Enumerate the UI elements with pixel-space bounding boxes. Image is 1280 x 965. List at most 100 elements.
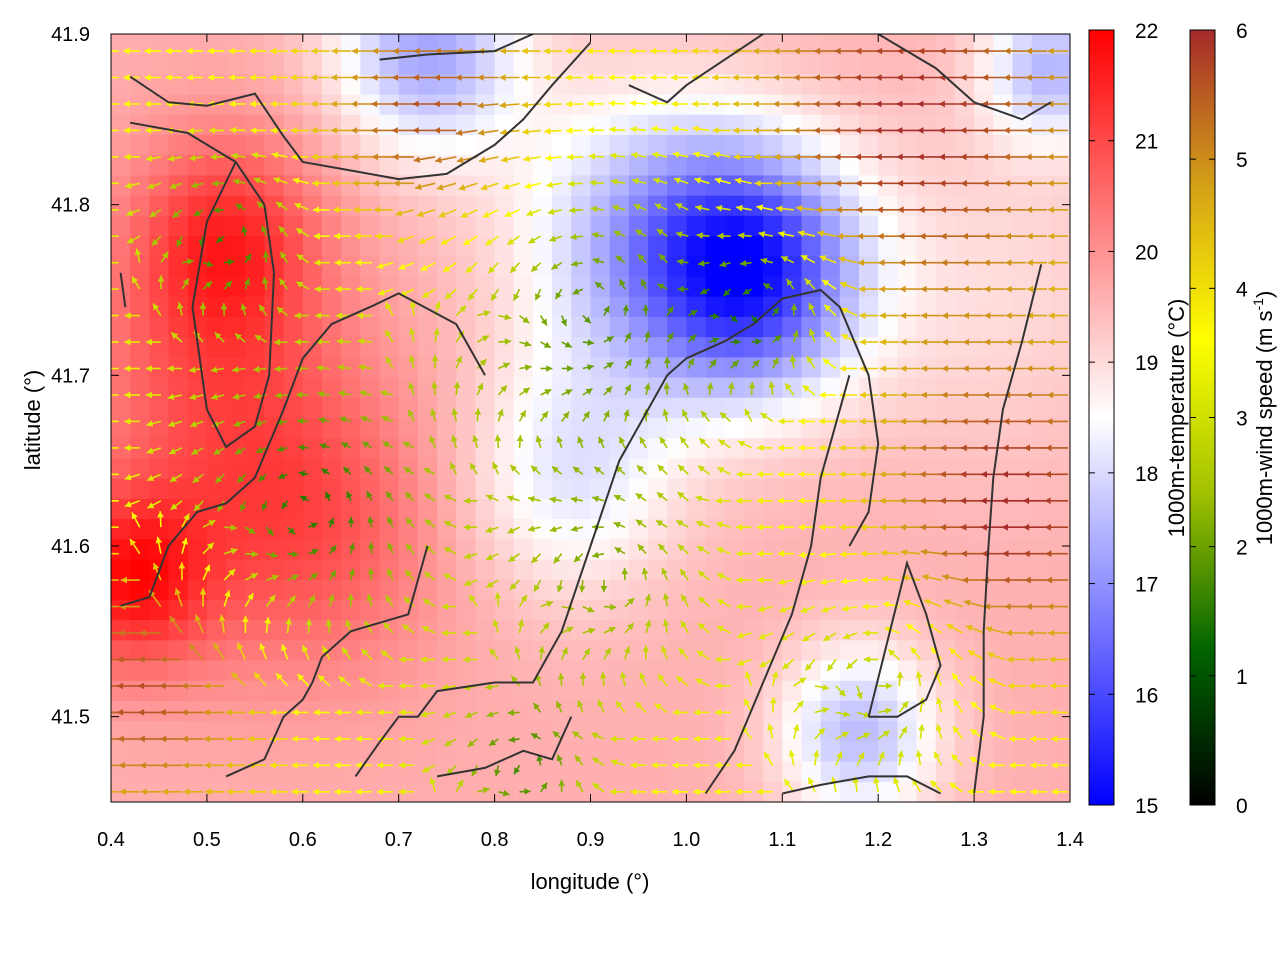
heat-cell	[840, 741, 860, 762]
heat-cell	[303, 519, 323, 540]
heat-cell	[897, 782, 917, 803]
heat-cell	[341, 236, 361, 257]
heat-cell	[130, 479, 150, 500]
heat-cell	[667, 155, 687, 176]
heat-cell	[955, 337, 975, 358]
heat-cell	[763, 54, 783, 75]
heat-cell	[341, 378, 361, 399]
heat-cell	[188, 54, 208, 75]
heat-cell	[149, 256, 169, 277]
heat-cell	[859, 600, 879, 621]
heat-cell	[149, 701, 169, 722]
heat-cell	[897, 337, 917, 358]
heat-cell	[169, 216, 189, 237]
heat-cell	[437, 721, 457, 742]
colorbar-tick-label: 2	[1236, 537, 1248, 560]
heat-cell	[341, 741, 361, 762]
heat-cell	[686, 620, 706, 641]
heat-cell	[169, 277, 189, 298]
heat-cell	[859, 559, 879, 580]
heat-cell	[955, 277, 975, 298]
heat-cell	[456, 135, 476, 156]
heat-cell	[475, 580, 495, 601]
heat-cell	[341, 95, 361, 116]
heat-cell	[111, 519, 131, 540]
heat-cell	[821, 559, 841, 580]
heat-cell	[226, 640, 246, 661]
heat-cell	[993, 54, 1013, 75]
heat-cell	[188, 398, 208, 419]
heat-cell	[514, 681, 534, 702]
heat-cell	[399, 620, 419, 641]
wind-arrow-head	[96, 683, 102, 690]
heat-cell	[974, 539, 994, 560]
heat-cell	[495, 559, 515, 580]
heat-cell	[782, 196, 802, 217]
heat-cell	[878, 277, 898, 298]
heat-cell	[648, 277, 668, 298]
heat-cell	[1051, 600, 1071, 621]
heat-cell	[475, 378, 495, 399]
heat-cell	[936, 580, 956, 601]
heat-cell	[475, 458, 495, 479]
heat-cell	[1032, 741, 1052, 762]
heat-cell	[917, 479, 937, 500]
heat-cell	[303, 741, 323, 762]
wind-arrow-head	[103, 365, 109, 372]
heat-cell	[897, 499, 917, 520]
heat-cell	[591, 95, 611, 116]
heat-cell	[188, 640, 208, 661]
heat-cell	[610, 580, 630, 601]
heat-cell	[207, 236, 227, 257]
heat-cell	[130, 256, 150, 277]
heat-cell	[821, 54, 841, 75]
heat-cell	[456, 479, 476, 500]
wind-arrow-head	[102, 497, 108, 504]
heat-cell	[380, 236, 400, 257]
heat-cell	[955, 54, 975, 75]
heat-cell	[169, 256, 189, 277]
heat-cell	[207, 54, 227, 75]
wind-arrow-head	[102, 127, 108, 134]
y-tick-label: 41.9	[51, 24, 90, 46]
heat-cell	[514, 458, 534, 479]
heat-cell	[149, 216, 169, 237]
heat-cell	[284, 175, 304, 196]
heat-cell	[226, 115, 246, 136]
heat-cell	[725, 398, 745, 419]
heat-cell	[552, 175, 572, 196]
heat-cell	[360, 175, 380, 196]
heat-cell	[1012, 54, 1032, 75]
heat-cell	[207, 600, 227, 621]
heat-cell	[245, 741, 265, 762]
heat-cell	[955, 681, 975, 702]
heat-cell	[418, 95, 438, 116]
heat-cell	[552, 398, 572, 419]
heat-cell	[111, 317, 131, 338]
heat-cell	[936, 196, 956, 217]
heat-cell	[725, 640, 745, 661]
heat-cell	[859, 782, 879, 803]
heat-cell	[303, 499, 323, 520]
heat-cell	[475, 216, 495, 237]
heat-cell	[226, 54, 246, 75]
heat-cell	[782, 54, 802, 75]
heat-cell	[744, 479, 764, 500]
heat-cell	[571, 721, 591, 742]
heat-cell	[264, 681, 284, 702]
heat-cell	[341, 155, 361, 176]
heat-cell	[399, 135, 419, 156]
heat-cell	[1032, 216, 1052, 237]
heat-cell	[514, 499, 534, 520]
heat-cell	[169, 479, 189, 500]
heat-cell	[341, 398, 361, 419]
heat-cell	[936, 317, 956, 338]
heat-cell	[264, 317, 284, 338]
heat-cell	[648, 216, 668, 237]
heat-cell	[763, 741, 783, 762]
heat-cell	[245, 155, 265, 176]
heat-cell	[878, 782, 898, 803]
heat-cell	[437, 135, 457, 156]
heat-cell	[322, 175, 342, 196]
